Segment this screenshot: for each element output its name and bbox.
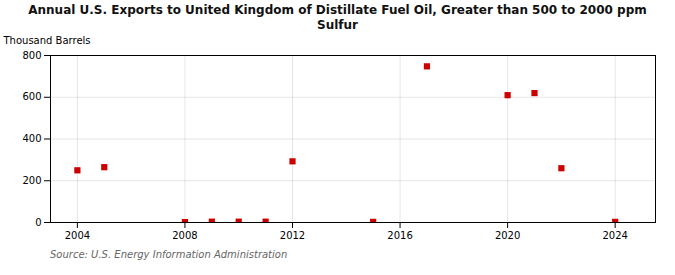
svg-text:2020: 2020 xyxy=(495,230,520,241)
svg-text:Thousand Barrels: Thousand Barrels xyxy=(3,35,91,46)
svg-text:2008: 2008 xyxy=(172,230,197,241)
html-text:Source: U.S. Energy Informatio: Source: U.S. Energy Information Administ… xyxy=(50,249,288,260)
svg-text:800: 800 xyxy=(22,50,41,61)
svg-text:200: 200 xyxy=(22,175,41,186)
svg-text:2012: 2012 xyxy=(280,230,305,241)
svg-text:600: 600 xyxy=(22,91,41,102)
svg-text:0: 0 xyxy=(35,217,41,228)
svg-text:2004: 2004 xyxy=(65,230,90,241)
svg-text:400: 400 xyxy=(22,133,41,144)
html-text:Annual U.S. Exports to United: Annual U.S. Exports to United Kingdom of… xyxy=(28,3,647,32)
svg-text:2024: 2024 xyxy=(602,230,627,241)
svg-text:2016: 2016 xyxy=(387,230,412,241)
